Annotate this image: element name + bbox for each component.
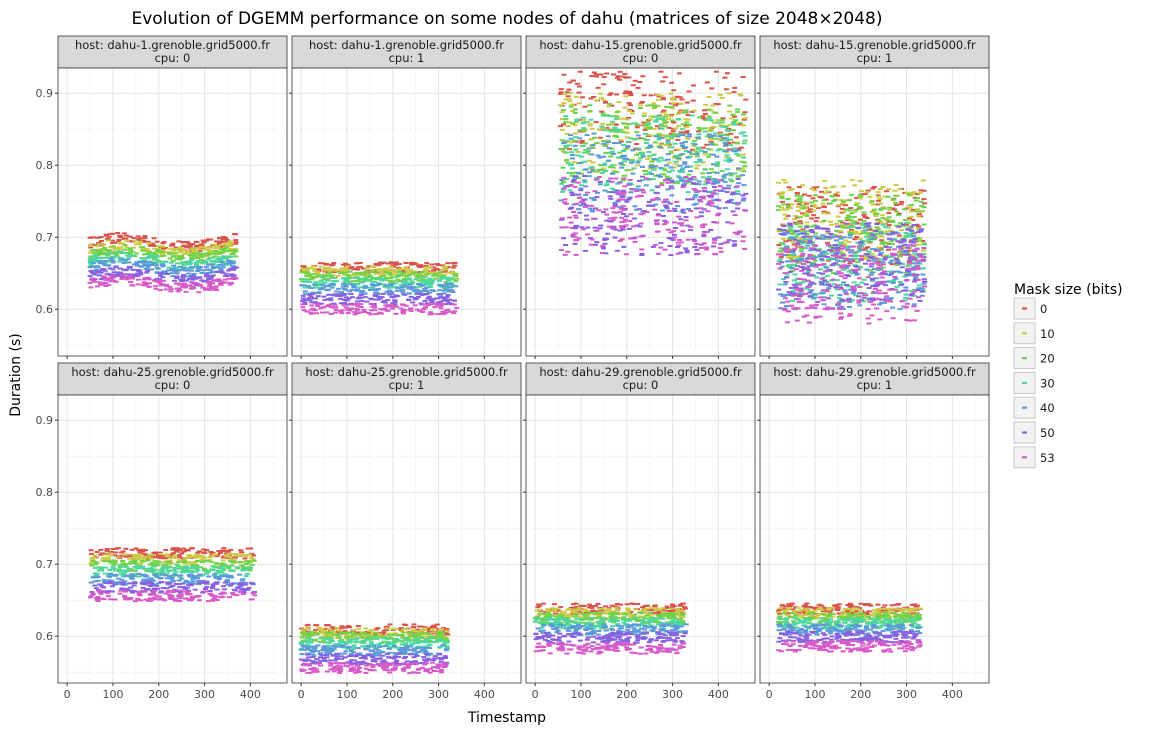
facet-host-label: host: dahu-25.grenoble.grid5000.fr <box>71 365 274 379</box>
panel-border <box>57 67 288 357</box>
facet-host-label: host: dahu-15.grenoble.grid5000.fr <box>773 38 976 52</box>
series-mask-50 <box>300 292 458 306</box>
series-mask-40 <box>299 282 459 296</box>
data-points <box>775 178 928 325</box>
facet-host-label: host: dahu-1.grenoble.grid5000.fr <box>309 38 504 52</box>
facet-cpu-label: cpu: 0 <box>155 378 191 392</box>
data-points <box>298 261 460 316</box>
facet-strip <box>525 35 756 69</box>
series-mask-53 <box>558 176 748 256</box>
y-tick-label: 0.9 <box>36 87 54 100</box>
data-points <box>87 231 240 294</box>
panel-border <box>291 67 522 357</box>
series-mask-53 <box>776 243 928 325</box>
panel-border <box>525 67 756 357</box>
facet-strip <box>57 362 288 396</box>
facet-cpu-label: cpu: 1 <box>389 51 425 65</box>
series-mask-53 <box>300 302 460 316</box>
y-tick-label: 0.8 <box>36 159 54 172</box>
panel-border <box>759 67 990 357</box>
series-mask-50 <box>559 175 749 257</box>
facet-strip <box>57 35 288 69</box>
gridlines <box>58 68 287 356</box>
data-points <box>557 70 749 257</box>
y-tick-label: 0.6 <box>36 303 54 316</box>
facet-strip <box>759 35 990 69</box>
plot-area <box>58 395 287 683</box>
series-mask-53 <box>87 273 239 294</box>
facet-strip <box>291 35 522 69</box>
chart-title: Evolution of DGEMM performance on some n… <box>132 9 883 29</box>
facet-cpu-label: cpu: 0 <box>623 51 659 65</box>
data-points <box>87 547 258 603</box>
facet-cpu-label: cpu: 0 <box>155 51 191 65</box>
series-mask-0 <box>558 70 749 152</box>
facet-cpu-label: cpu: 1 <box>857 51 893 65</box>
plot-area <box>58 68 287 356</box>
y-tick-label: 0.7 <box>36 231 54 244</box>
facet-host-label: host: dahu-1.grenoble.grid5000.fr <box>75 38 270 52</box>
facet-host-label: host: dahu-15.grenoble.grid5000.fr <box>539 38 742 52</box>
